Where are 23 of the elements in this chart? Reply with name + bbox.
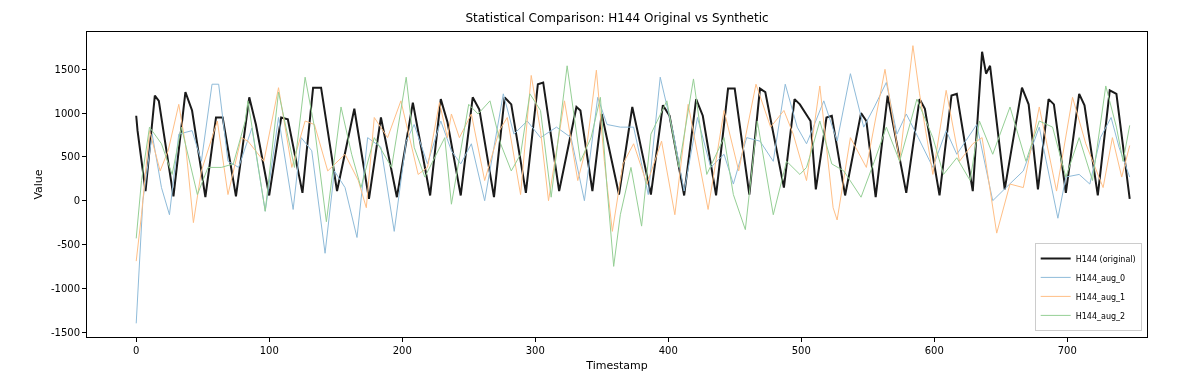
- legend-label: H144_aug_0: [1075, 273, 1126, 283]
- x-tick-label: 600: [924, 345, 944, 356]
- x-tick-label: 300: [525, 345, 545, 356]
- x-tick-label: 700: [1057, 345, 1077, 356]
- chart-title: Statistical Comparison: H144 Original vs Synthetic: [465, 11, 769, 26]
- y-tick-label: 1500: [54, 63, 80, 75]
- x-tick-label: 0: [133, 345, 140, 356]
- y-tick-label: -1000: [50, 282, 80, 294]
- line-series: [135, 50, 1131, 200]
- legend-label: H144_aug_1: [1075, 292, 1126, 302]
- y-tick-label: -500: [57, 239, 80, 250]
- y-tick-label: 1000: [54, 107, 80, 119]
- x-tick-label: 500: [791, 345, 811, 356]
- y-tick-label: 0: [73, 195, 80, 207]
- x-tick-label: 200: [392, 345, 412, 356]
- x-tick-label: 100: [259, 345, 279, 356]
- x-axis-title: Timestamp: [585, 359, 648, 373]
- y-tick-label: -1500: [50, 326, 80, 338]
- x-tick-label: 400: [658, 345, 678, 356]
- y-tick-label: 500: [60, 151, 80, 163]
- legend-label: H144 (original): [1075, 254, 1136, 264]
- y-axis-title: Value: [31, 169, 45, 200]
- legend-label: H144_aug_2: [1075, 311, 1126, 321]
